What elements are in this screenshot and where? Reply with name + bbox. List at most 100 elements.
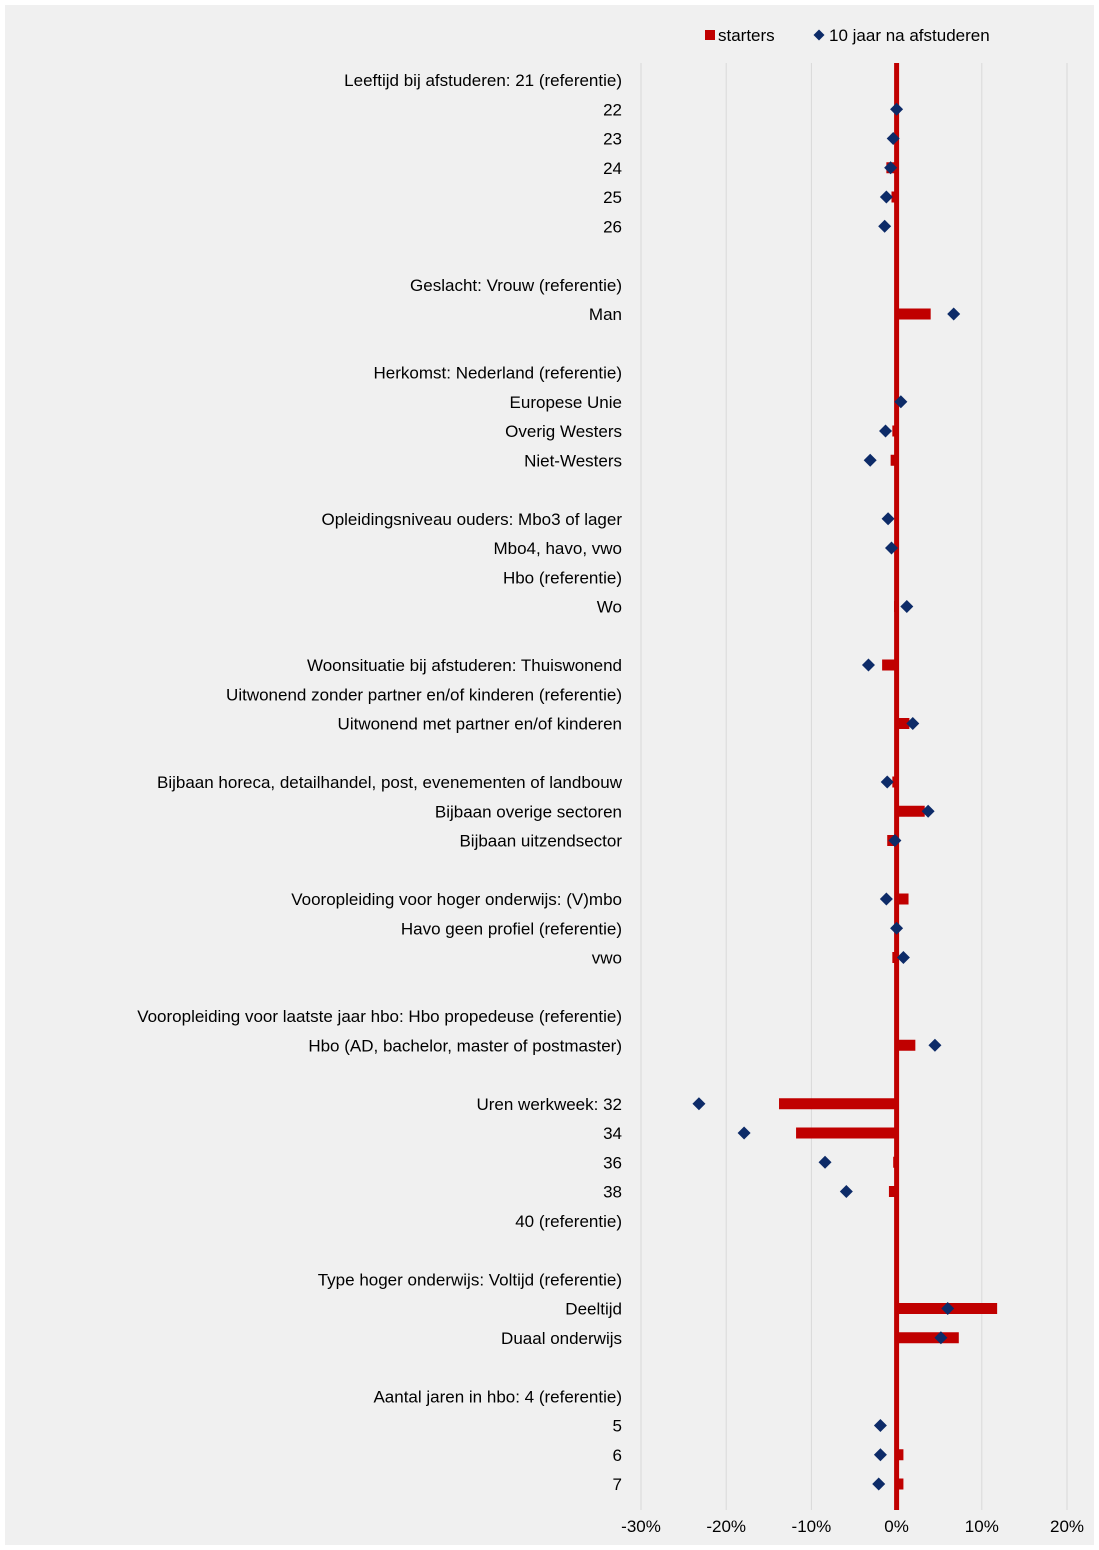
- category-label: Europese Unie: [510, 393, 622, 412]
- ten-year-marker: [872, 1477, 886, 1491]
- x-axis-tick-labels: -30% -20% -10% 0% 10% 20%: [621, 1517, 1084, 1536]
- category-label: Hbo (referentie): [503, 568, 622, 587]
- ten-year-marker: [890, 921, 904, 935]
- starters-bar: [896, 805, 925, 817]
- category-label: 40 (referentie): [515, 1212, 622, 1231]
- category-label: Mbo4, havo, vwo: [493, 539, 622, 558]
- category-label: Aantal jaren in hbo: 4 (referentie): [373, 1387, 622, 1406]
- ten-year-marker: [906, 717, 920, 730]
- category-label: Herkomst: Nederland (referentie): [374, 364, 622, 383]
- ten-year-marker: [941, 1302, 955, 1315]
- category-label: Geslacht: Vrouw (referentie): [410, 276, 622, 295]
- ten-year-marker: [921, 804, 935, 818]
- category-label: 34: [603, 1124, 622, 1143]
- ten-year-marker: [879, 424, 893, 438]
- ten-year-marker: [818, 1155, 832, 1169]
- starters-bar: [896, 718, 910, 729]
- ten-year-marker: [873, 1448, 887, 1462]
- ten-year-marker: [934, 1331, 948, 1345]
- legend: starters 10 jaar na afstuderen: [705, 26, 990, 45]
- x-tick-label: 10%: [965, 1517, 999, 1536]
- ten-year-marker: [873, 1419, 887, 1432]
- chart-area: Leeftijd bij afstuderen: 21 (referentie)…: [5, 5, 1094, 1545]
- category-label: 6: [613, 1446, 622, 1465]
- category-label: 7: [613, 1475, 622, 1494]
- legend-swatch-starters: [705, 30, 715, 40]
- category-label: Hbo (AD, bachelor, master of postmaster): [308, 1036, 622, 1055]
- legend-label-starters: starters: [718, 26, 775, 45]
- x-tick-label: -30%: [621, 1517, 661, 1536]
- legend-label-ten-year: 10 jaar na afstuderen: [829, 26, 990, 45]
- ten-year-marker: [737, 1126, 751, 1140]
- starters-bar: [779, 1098, 897, 1110]
- ten-year-marker: [900, 600, 914, 613]
- category-label: 24: [603, 159, 622, 178]
- ten-year-marker: [890, 102, 904, 116]
- category-label: Leeftijd bij afstuderen: 21 (referentie): [344, 71, 622, 90]
- ten-year-marker: [863, 453, 877, 467]
- category-label: Havo geen profiel (referentie): [401, 919, 622, 938]
- category-label: Wo: [597, 598, 622, 617]
- ten-year-marker: [947, 307, 961, 321]
- starters-bar: [796, 1127, 897, 1139]
- ten-year-marker: [839, 1185, 853, 1198]
- category-label: Vooropleiding voor laatste jaar hbo: Hbo…: [137, 1007, 622, 1026]
- x-tick-label: -10%: [792, 1517, 832, 1536]
- category-label: 26: [603, 217, 622, 236]
- ten-year-marker: [879, 190, 893, 204]
- starters-bar: [888, 1186, 897, 1197]
- starters-bar: [896, 1449, 904, 1461]
- bar-chart: Leeftijd bij afstuderen: 21 (referentie)…: [137, 26, 1084, 1536]
- category-label: Overig Westers: [505, 422, 622, 441]
- starters-bar: [896, 893, 909, 905]
- category-label: Opleidingsniveau ouders: Mbo3 of lager: [321, 510, 622, 529]
- category-label: 25: [603, 188, 622, 207]
- ten-year-markers: [692, 102, 961, 1491]
- ten-year-marker: [884, 161, 898, 175]
- ten-year-marker: [861, 658, 875, 672]
- ten-year-marker: [894, 395, 908, 409]
- starters-bar: [890, 454, 897, 466]
- category-label: Woonsituatie bij afstuderen: Thuiswonend: [307, 656, 622, 675]
- ten-year-marker: [692, 1097, 706, 1111]
- x-tick-label: 20%: [1050, 1517, 1084, 1536]
- starters-bar: [882, 659, 897, 671]
- category-label: Niet-Westers: [524, 451, 622, 470]
- category-label: Deeltijd: [565, 1300, 622, 1319]
- category-label: Bijbaan horeca, detailhandel, post, even…: [157, 773, 623, 792]
- category-label: Man: [589, 305, 622, 324]
- category-label: Duaal onderwijs: [501, 1329, 622, 1348]
- grid-lines: [640, 63, 1068, 1510]
- category-labels: Leeftijd bij afstuderen: 21 (referentie)…: [137, 71, 623, 1494]
- category-label: 22: [603, 100, 622, 119]
- category-label: 5: [613, 1417, 622, 1436]
- x-tick-label: -20%: [706, 1517, 746, 1536]
- starters-bar: [896, 1332, 959, 1344]
- starters-bar: [896, 308, 931, 320]
- category-label: 36: [603, 1153, 622, 1172]
- ten-year-marker: [886, 132, 900, 145]
- category-label: Type hoger onderwijs: Voltijd (referenti…: [318, 1270, 622, 1289]
- starters-bar: [891, 191, 897, 203]
- category-label: 23: [603, 130, 622, 149]
- ten-year-marker: [928, 1038, 942, 1052]
- ten-year-marker: [879, 892, 893, 906]
- starters-bar: [896, 1478, 904, 1490]
- category-label: Uren werkweek: 32: [476, 1095, 622, 1114]
- category-label: vwo: [592, 949, 622, 968]
- x-tick-label: 0%: [884, 1517, 909, 1536]
- category-label: Uitwonend met partner en/of kinderen: [338, 715, 622, 734]
- category-label: Vooropleiding voor hoger onderwijs: (V)m…: [291, 890, 622, 909]
- ten-year-marker: [888, 834, 902, 847]
- category-label: Bijbaan uitzendsector: [459, 832, 622, 851]
- ten-year-marker: [878, 219, 892, 233]
- category-label: Bijbaan overige sectoren: [435, 802, 622, 821]
- category-label: Uitwonend zonder partner en/of kinderen …: [226, 685, 622, 704]
- category-label: 38: [603, 1183, 622, 1202]
- ten-year-marker: [880, 775, 894, 789]
- ten-year-marker: [881, 512, 895, 526]
- legend-swatch-ten-year: [813, 29, 825, 41]
- ten-year-marker: [896, 951, 910, 964]
- starters-bar: [896, 1039, 916, 1051]
- ten-year-marker: [884, 541, 898, 555]
